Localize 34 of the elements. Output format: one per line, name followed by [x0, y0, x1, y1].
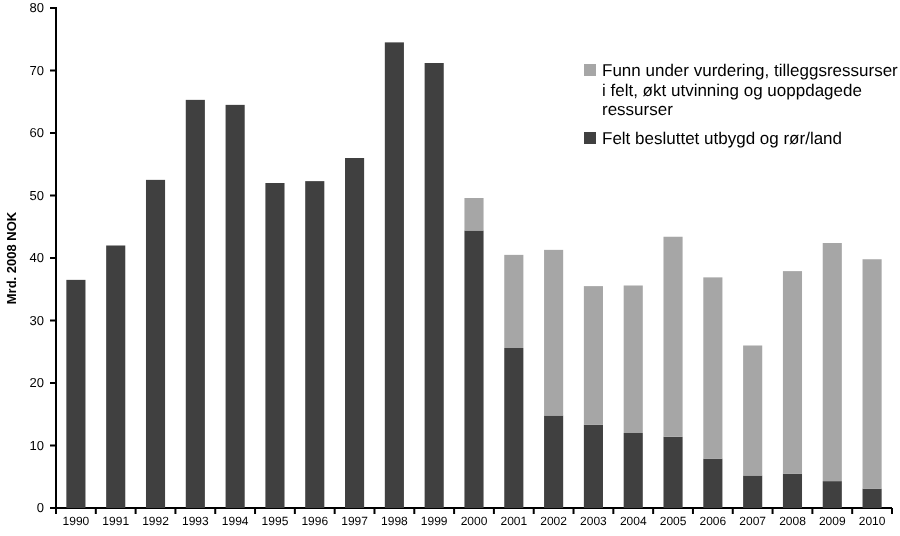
- bar: [583, 424, 603, 508]
- bar: [464, 198, 484, 231]
- bar: [782, 271, 803, 474]
- bar: [544, 415, 564, 508]
- bar: [265, 183, 285, 508]
- bar: [305, 181, 325, 508]
- bar: [544, 249, 564, 416]
- bar: [703, 277, 723, 459]
- bar: [822, 481, 842, 508]
- legend-label: Funn under vurdering, tilleggsressurser i felt, økt utvinning og uoppdagede ressurser: [602, 60, 899, 120]
- bar: [862, 259, 882, 489]
- bar: [504, 348, 524, 508]
- bar: [225, 104, 245, 508]
- bar: [185, 99, 205, 508]
- bar: [464, 230, 484, 508]
- bar: [345, 158, 365, 508]
- bar: [822, 243, 842, 482]
- bar: [145, 179, 166, 508]
- bar: [504, 254, 524, 348]
- bar: [106, 245, 126, 508]
- bar: [862, 488, 882, 508]
- bar: [424, 63, 444, 508]
- bar: [583, 286, 603, 425]
- bar: [623, 433, 643, 508]
- bar: [703, 458, 723, 508]
- bar: [66, 279, 86, 508]
- bar: [663, 236, 683, 437]
- bar: [384, 42, 404, 508]
- bar: [743, 475, 763, 508]
- legend-label: Felt besluttet utbygd og rør/land: [602, 128, 843, 148]
- bar: [663, 436, 683, 508]
- bar: [743, 345, 763, 476]
- bar: [782, 473, 803, 508]
- bar: [623, 285, 643, 433]
